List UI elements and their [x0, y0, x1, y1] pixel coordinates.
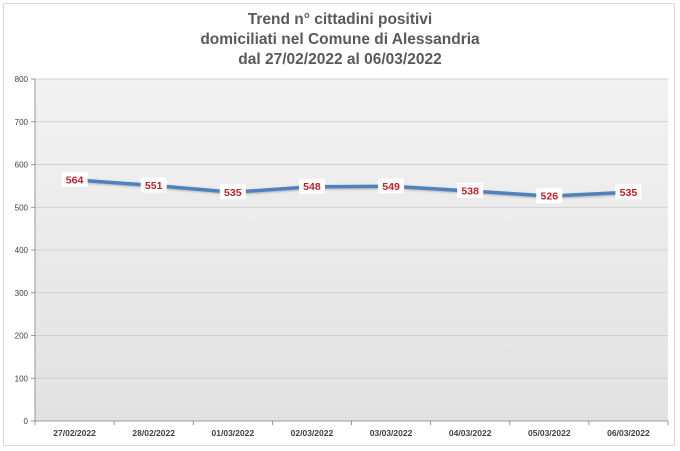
chart-title-line-3: dal 27/02/2022 al 06/03/2022 [238, 51, 442, 68]
data-label-box [61, 171, 88, 187]
x-tick-label: 01/03/2022 [212, 428, 255, 438]
y-tick-label: 400 [15, 246, 29, 255]
data-label-box [219, 184, 246, 200]
y-tick-label: 700 [15, 118, 29, 127]
data-label: 548 [303, 181, 321, 193]
data-label: 549 [382, 181, 400, 193]
y-tick-label: 600 [15, 161, 29, 170]
data-labels: 564 551 535 548 549 538 526 535 [61, 171, 642, 204]
x-axis: 27/02/2022 28/02/2022 01/03/2022 02/03/2022… [34, 420, 669, 438]
data-label: 551 [145, 180, 163, 192]
x-tick-label: 28/02/2022 [132, 428, 175, 438]
data-label: 526 [541, 191, 559, 203]
y-tick-label: 800 [15, 75, 29, 84]
y-axis: 0 100 200 300 400 500 600 700 800 [15, 75, 36, 426]
grid-lines [35, 78, 668, 379]
series-line [72, 178, 631, 198]
chart-title-line-2: domiciliati nel Comune di Alessandria [200, 31, 480, 48]
data-label: 535 [620, 187, 638, 199]
data-label-box [298, 178, 325, 194]
x-tick-label: 06/03/2022 [607, 428, 650, 438]
chart-title: Trend n° cittadini positivi domiciliati … [0, 10, 680, 70]
x-tick-label: 04/03/2022 [449, 428, 492, 438]
x-tick-label: 27/02/2022 [53, 428, 96, 438]
data-label: 535 [224, 187, 242, 199]
x-tick-label: 03/03/2022 [370, 428, 413, 438]
data-label-box [378, 178, 405, 194]
data-label-box [457, 183, 484, 199]
y-tick-label: 200 [15, 332, 29, 341]
y-tick-label: 500 [15, 203, 29, 212]
chart-title-line-1: Trend n° cittadini positivi [247, 11, 433, 28]
y-tick-label: 0 [24, 417, 29, 426]
x-tick-label: 02/03/2022 [291, 428, 334, 438]
data-label-box [140, 177, 167, 193]
data-label-box [615, 184, 642, 200]
data-label: 564 [66, 174, 84, 186]
y-tick-label: 300 [15, 289, 29, 298]
data-label-box [536, 188, 563, 204]
data-label: 538 [461, 186, 479, 198]
x-tick-label: 05/03/2022 [528, 428, 571, 438]
y-tick-label: 100 [15, 374, 29, 383]
